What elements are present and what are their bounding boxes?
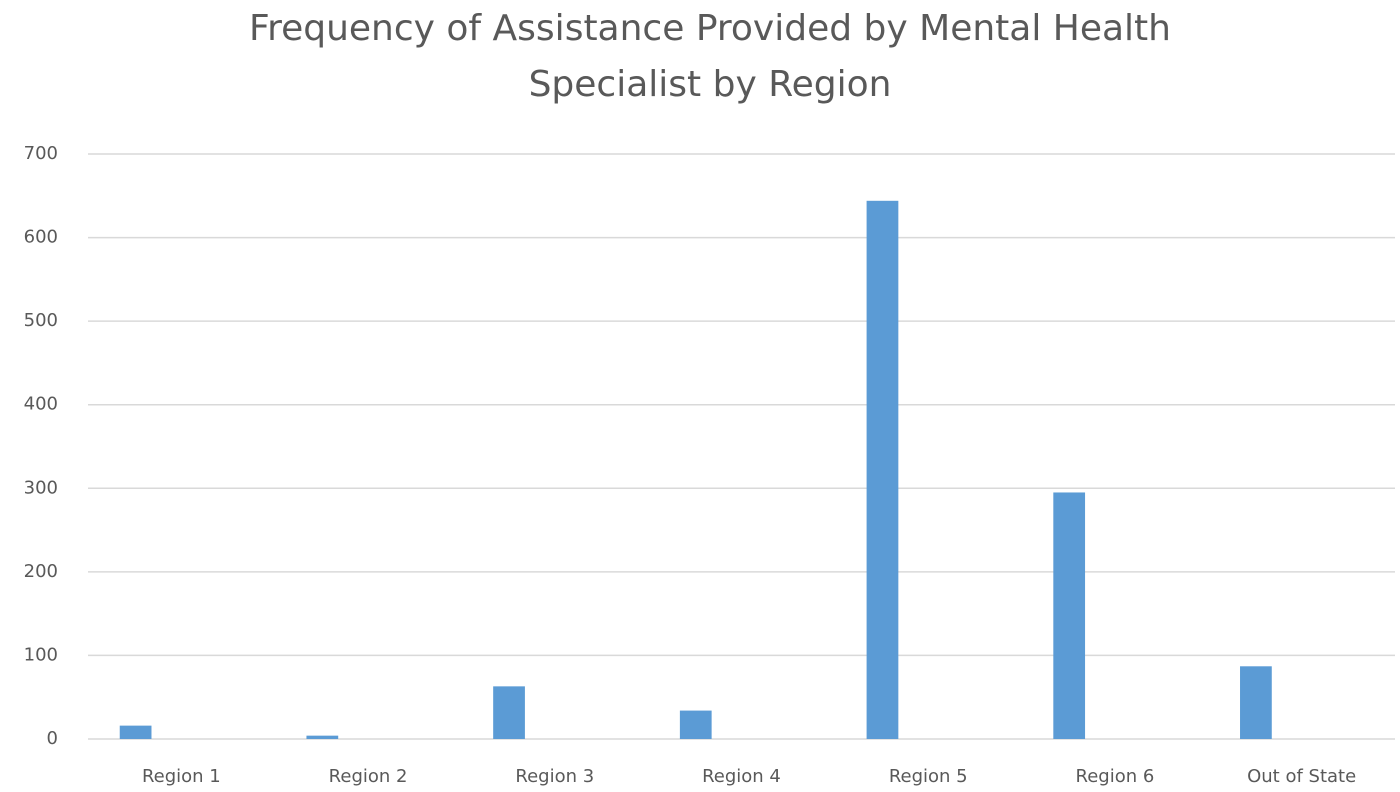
y-tick-label: 500	[24, 310, 58, 331]
bar	[1053, 492, 1086, 739]
bar	[306, 735, 339, 739]
bar	[679, 710, 712, 739]
bar	[866, 200, 899, 740]
chart-title: Frequency of Assistance Provided by Ment…	[249, 8, 1171, 49]
bar	[1240, 666, 1272, 739]
y-tick-label: 200	[24, 561, 58, 582]
y-tick-label: 700	[24, 143, 58, 164]
x-tick-label: Out of State	[1247, 766, 1356, 787]
y-tick-label: 600	[24, 227, 58, 248]
x-tick-label: Region 1	[142, 766, 221, 787]
x-tick-label: Region 3	[515, 766, 594, 787]
bar	[119, 725, 152, 739]
y-tick-label: 0	[47, 728, 58, 749]
x-tick-label: Region 6	[1076, 766, 1155, 787]
x-tick-label: Region 2	[329, 766, 408, 787]
bar	[493, 686, 525, 739]
x-tick-label: Region 4	[702, 766, 781, 787]
y-tick-label: 400	[24, 394, 58, 415]
x-tick-label: Region 5	[889, 766, 968, 787]
y-tick-label: 100	[24, 644, 58, 665]
y-tick-label: 300	[24, 477, 58, 498]
chart-title: Specialist by Region	[529, 64, 892, 105]
